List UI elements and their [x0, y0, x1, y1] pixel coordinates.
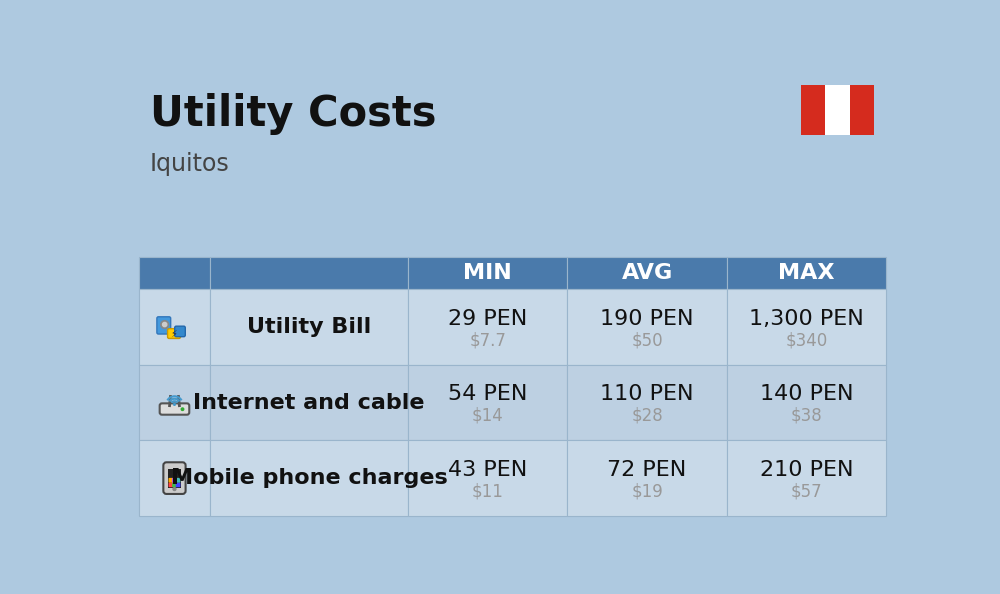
- Text: $57: $57: [791, 482, 822, 500]
- FancyBboxPatch shape: [172, 482, 177, 487]
- FancyBboxPatch shape: [176, 482, 180, 487]
- FancyBboxPatch shape: [169, 482, 173, 487]
- Text: $11: $11: [472, 482, 504, 500]
- FancyBboxPatch shape: [210, 257, 408, 289]
- FancyBboxPatch shape: [210, 365, 408, 440]
- FancyBboxPatch shape: [567, 289, 727, 365]
- Text: $28: $28: [631, 407, 663, 425]
- Text: 1,300 PEN: 1,300 PEN: [749, 309, 864, 328]
- Circle shape: [163, 323, 167, 327]
- Text: $340: $340: [785, 331, 828, 349]
- Text: AVG: AVG: [621, 263, 673, 283]
- Text: Mobile phone charges: Mobile phone charges: [171, 468, 447, 488]
- FancyBboxPatch shape: [408, 257, 567, 289]
- FancyBboxPatch shape: [163, 462, 186, 494]
- Circle shape: [174, 403, 175, 405]
- Text: 210 PEN: 210 PEN: [760, 460, 853, 479]
- FancyBboxPatch shape: [210, 440, 408, 516]
- Text: Internet and cable: Internet and cable: [193, 393, 425, 413]
- Circle shape: [161, 321, 169, 328]
- Text: Iquitos: Iquitos: [150, 152, 230, 176]
- FancyBboxPatch shape: [160, 403, 189, 415]
- Text: ⚡: ⚡: [170, 328, 177, 339]
- FancyBboxPatch shape: [139, 365, 210, 440]
- FancyBboxPatch shape: [850, 85, 874, 135]
- Text: 140 PEN: 140 PEN: [760, 384, 853, 404]
- Text: $14: $14: [472, 407, 504, 425]
- FancyBboxPatch shape: [727, 440, 886, 516]
- FancyBboxPatch shape: [175, 326, 185, 337]
- Text: 54 PEN: 54 PEN: [448, 384, 528, 404]
- Text: 72 PEN: 72 PEN: [607, 460, 687, 479]
- FancyBboxPatch shape: [176, 478, 180, 482]
- FancyBboxPatch shape: [727, 257, 886, 289]
- Text: MAX: MAX: [778, 263, 835, 283]
- FancyBboxPatch shape: [727, 289, 886, 365]
- Circle shape: [181, 408, 184, 410]
- Text: $19: $19: [631, 482, 663, 500]
- Text: 190 PEN: 190 PEN: [600, 309, 694, 328]
- Text: 43 PEN: 43 PEN: [448, 460, 527, 479]
- FancyBboxPatch shape: [157, 317, 171, 334]
- FancyBboxPatch shape: [408, 440, 567, 516]
- Text: 110 PEN: 110 PEN: [600, 384, 694, 404]
- FancyBboxPatch shape: [825, 85, 850, 135]
- FancyBboxPatch shape: [139, 257, 210, 289]
- FancyBboxPatch shape: [408, 365, 567, 440]
- Text: $7.7: $7.7: [469, 331, 506, 349]
- FancyBboxPatch shape: [169, 478, 173, 482]
- FancyBboxPatch shape: [172, 478, 177, 482]
- FancyBboxPatch shape: [727, 365, 886, 440]
- Text: 29 PEN: 29 PEN: [448, 309, 527, 328]
- FancyBboxPatch shape: [408, 289, 567, 365]
- FancyBboxPatch shape: [567, 440, 727, 516]
- FancyBboxPatch shape: [139, 289, 210, 365]
- FancyBboxPatch shape: [567, 257, 727, 289]
- FancyBboxPatch shape: [210, 289, 408, 365]
- Text: Utility Costs: Utility Costs: [150, 93, 436, 135]
- Circle shape: [173, 488, 176, 491]
- FancyBboxPatch shape: [168, 328, 180, 339]
- Text: $50: $50: [631, 331, 663, 349]
- FancyBboxPatch shape: [139, 440, 210, 516]
- Text: Utility Bill: Utility Bill: [247, 317, 371, 337]
- FancyBboxPatch shape: [168, 469, 181, 488]
- Text: $38: $38: [791, 407, 822, 425]
- Text: MIN: MIN: [463, 263, 512, 283]
- FancyBboxPatch shape: [567, 365, 727, 440]
- FancyBboxPatch shape: [801, 85, 825, 135]
